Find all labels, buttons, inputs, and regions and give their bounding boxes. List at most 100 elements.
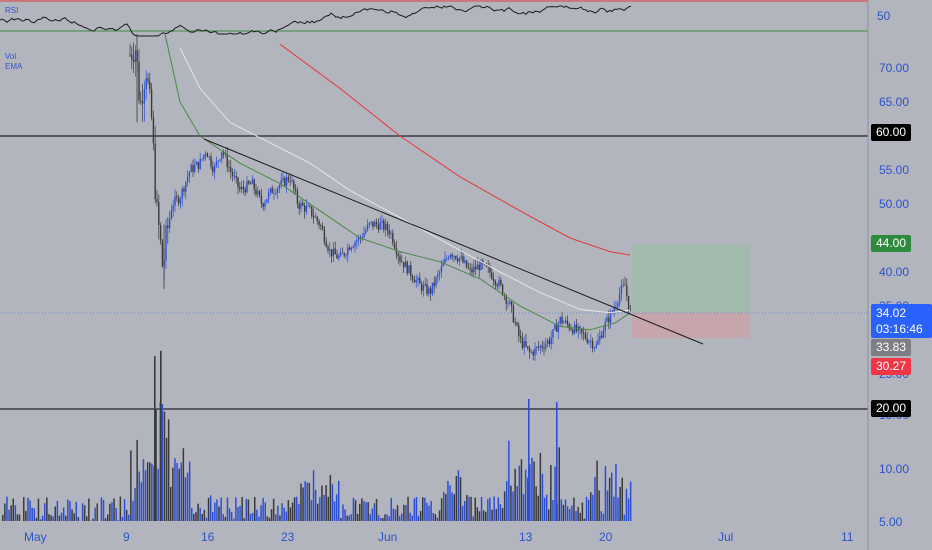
vol-label[interactable]: Vol: [5, 52, 17, 61]
candle-body: [480, 260, 482, 271]
volume-bar: [81, 503, 84, 521]
candle-body: [383, 220, 385, 230]
candle-body: [539, 345, 542, 348]
volume-bar: [571, 505, 573, 521]
candle-body: [408, 265, 410, 274]
candle-body: [179, 199, 182, 204]
candle-body: [570, 328, 572, 330]
candle-body: [307, 205, 309, 207]
candle-body: [212, 166, 214, 173]
candle-body: [530, 351, 533, 353]
candle-body: [296, 190, 299, 204]
candle-body: [251, 179, 254, 185]
candle-body: [543, 347, 545, 349]
candle-body: [435, 277, 437, 286]
candle-body: [496, 284, 498, 286]
volume-bar: [170, 486, 172, 521]
candle-body: [471, 268, 473, 273]
volume-bar: [310, 500, 313, 521]
volume-bar: [489, 497, 491, 521]
volume-bar: [596, 460, 598, 521]
volume-bar: [501, 508, 504, 521]
candle-body: [597, 340, 599, 345]
volume-bar: [207, 497, 210, 521]
candle-body: [510, 301, 513, 307]
volume-bar: [325, 485, 327, 521]
candle-body: [329, 249, 331, 251]
candle-body: [336, 254, 338, 259]
candle-body: [390, 232, 392, 235]
volume-bar: [375, 498, 378, 521]
candle-body: [194, 164, 196, 172]
loss-zone: [632, 312, 750, 339]
candle-body: [588, 340, 590, 343]
volume-bar: [121, 516, 124, 521]
candle-body: [221, 152, 223, 160]
volume-bar: [289, 507, 292, 521]
candle-body: [523, 341, 525, 348]
volume-bar: [67, 499, 69, 521]
candle-body: [341, 252, 344, 254]
candle-body: [489, 267, 491, 273]
volume-bar: [178, 468, 180, 521]
volume-bar: [149, 462, 151, 521]
candle-body: [581, 328, 583, 333]
candle-body: [473, 266, 475, 273]
candle-body: [359, 237, 362, 238]
candle-body: [188, 171, 191, 178]
volume-bar: [531, 457, 533, 521]
candle-body: [267, 192, 270, 200]
volume-bar: [167, 419, 170, 521]
candle-body: [599, 335, 601, 341]
volume-bar: [233, 518, 235, 521]
candle-body: [167, 225, 169, 228]
volume-bar: [382, 517, 384, 521]
candle-body: [440, 266, 443, 273]
volume-bar: [222, 514, 224, 521]
trendline[interactable]: [203, 138, 704, 345]
volume-bar: [296, 496, 298, 521]
candle-body: [505, 295, 507, 304]
volume-bar: [270, 509, 273, 521]
candle-body: [429, 288, 432, 294]
candle-body: [392, 232, 394, 244]
volume-bar: [447, 480, 449, 521]
candle-body: [240, 186, 243, 190]
candle-body: [618, 293, 621, 304]
candle-body: [609, 311, 612, 323]
ema-label[interactable]: EMA: [5, 62, 23, 71]
ema-50-line: [164, 33, 631, 331]
volume-bar: [60, 512, 63, 521]
candle-body: [177, 197, 180, 204]
candle-body: [478, 264, 480, 271]
volume-bar: [386, 514, 388, 521]
volume-bar: [455, 476, 458, 521]
candle-body: [449, 254, 452, 259]
volume-bar: [495, 508, 497, 521]
volume-bar: [587, 499, 590, 521]
volume-bar: [272, 498, 275, 521]
candle-body: [338, 256, 340, 259]
volume-bar: [144, 470, 147, 521]
candle-body: [415, 279, 417, 283]
candle-body: [591, 340, 594, 349]
volume-bar: [617, 497, 619, 521]
candle-body: [568, 324, 570, 329]
candle-body: [365, 230, 367, 233]
volume-bar: [392, 508, 395, 521]
volume-bar: [348, 515, 350, 521]
candle-body: [372, 221, 374, 227]
volume-bar: [48, 514, 50, 521]
volume-bar: [398, 515, 401, 521]
volume-bar: [529, 464, 531, 521]
candle-body: [606, 317, 608, 322]
candle-body: [260, 195, 263, 204]
candle-body: [158, 202, 160, 225]
volume-bar: [317, 503, 319, 521]
volume-bar: [115, 508, 117, 521]
volume-bar: [524, 469, 527, 521]
volume-bar: [581, 502, 584, 521]
rsi-label[interactable]: RSI: [5, 6, 19, 15]
